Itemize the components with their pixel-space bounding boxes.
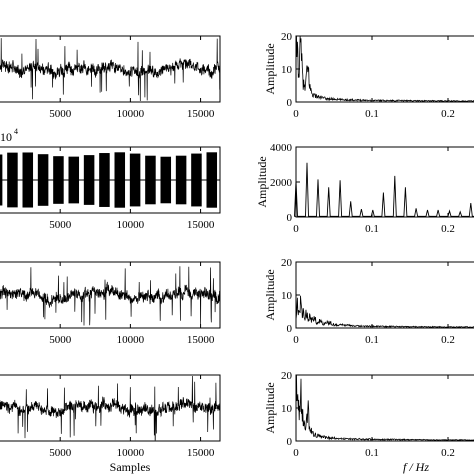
x-tick-label: 10000 [117, 108, 145, 120]
x-tick-label: 15000 [187, 219, 215, 231]
x-axis-label: f / Hz [403, 460, 429, 474]
y-tick-label: 0 [287, 323, 293, 335]
x-tick-label: 10000 [117, 334, 145, 346]
x-tick-label: 5000 [49, 108, 72, 120]
y-tick-label: 0 [287, 436, 293, 448]
y-tick-label: 0 [287, 97, 293, 109]
left-axes-frame-1 [0, 35, 221, 103]
right-axes-frame-1 [295, 35, 474, 103]
y-tick-label: 20 [281, 31, 293, 43]
x-tick-label: 0.2 [441, 223, 455, 235]
y-tick-label: 10 [281, 290, 293, 302]
y-tick-label: 2000 [270, 177, 293, 189]
x-tick-label: 0 [293, 334, 299, 346]
x-tick-label: 0 [293, 223, 299, 235]
y-axis-label: Amplitude [263, 382, 277, 433]
x-tick-label: 0.2 [441, 334, 455, 346]
left-axes-frame-3 [0, 261, 221, 329]
y-axis-label: Amplitude [263, 269, 277, 320]
right-axes-frame-3 [295, 261, 474, 329]
x-tick-label: 0.2 [441, 108, 455, 120]
y-tick-label: 0 [287, 212, 293, 224]
y-tick-label: 20 [281, 370, 293, 382]
signal-trace [0, 38, 221, 102]
x-tick-label: 0.1 [365, 223, 379, 235]
y-tick-label: 4000 [270, 142, 293, 154]
spectrum-trace [295, 295, 474, 329]
x-tick-label: 10000 [117, 447, 145, 459]
signal-trace [0, 266, 221, 326]
x-tick-label: 15000 [187, 108, 215, 120]
signal-trace [0, 375, 221, 441]
y-axis-label: Amplitude [263, 43, 277, 94]
right-axes-frame-4 [295, 374, 474, 442]
left-axes-frame-2 [0, 146, 221, 214]
x-tick-label: 0.1 [365, 447, 379, 459]
x-tick-label: 5000 [49, 334, 72, 346]
x-tick-label: 0.1 [365, 334, 379, 346]
x-tick-label: 0 [293, 108, 299, 120]
y-tick-label: 20 [281, 257, 293, 269]
x-tick-label: 0.1 [365, 108, 379, 120]
x-tick-label: 0.2 [441, 447, 455, 459]
spectrum-trace [296, 35, 474, 103]
exponent-base-label: 10 [0, 130, 12, 144]
exponent-power-label: 4 [14, 127, 18, 136]
left-axes-frame-4 [0, 374, 221, 442]
x-tick-label: 0 [293, 447, 299, 459]
y-tick-label: 10 [281, 403, 293, 415]
spectrum-trace [294, 162, 474, 217]
right-axes-frame-2 [295, 146, 474, 218]
x-axis-label: Samples [110, 460, 151, 474]
x-tick-label: 5000 [49, 447, 72, 459]
x-tick-label: 15000 [187, 334, 215, 346]
y-axis-label: Amplitude [255, 156, 269, 207]
x-tick-label: 15000 [187, 447, 215, 459]
spectrum-trace [296, 374, 474, 442]
y-tick-label: 10 [281, 64, 293, 76]
x-tick-label: 5000 [49, 219, 72, 231]
x-tick-label: 10000 [117, 219, 145, 231]
